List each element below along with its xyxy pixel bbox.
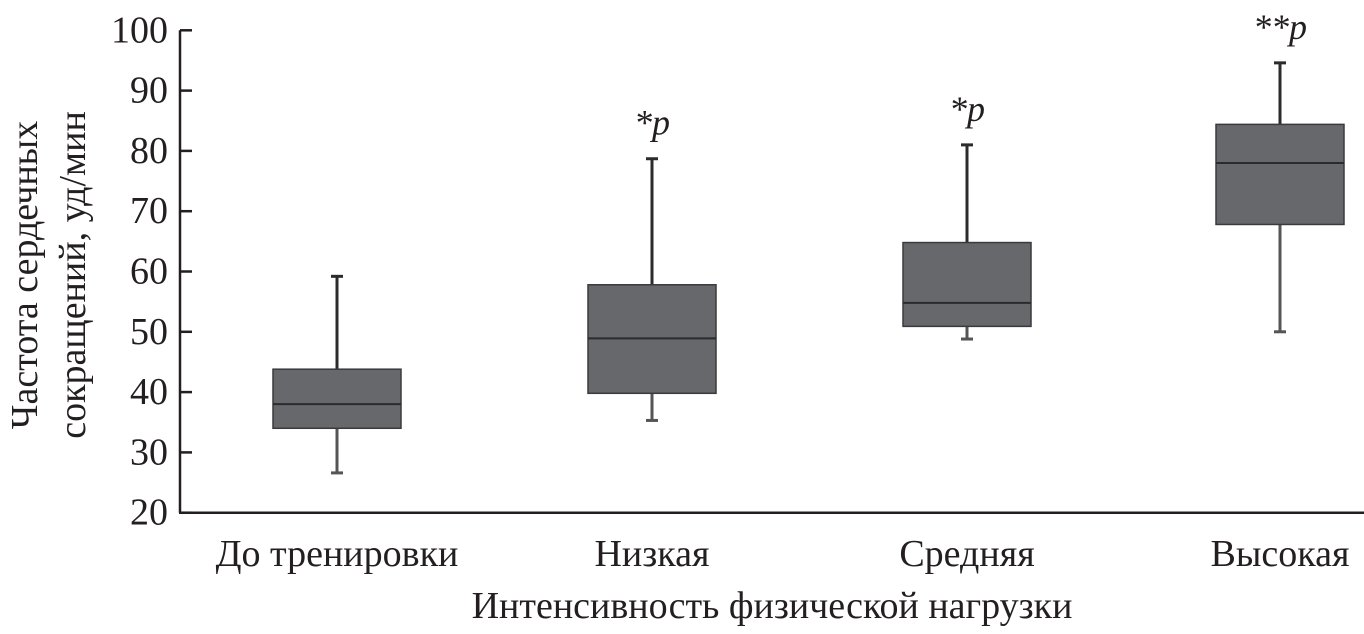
y-tick-label: 50 <box>130 311 168 353</box>
x-axis-label: Интенсивность физической нагрузки <box>472 585 1073 627</box>
x-tick-labels: До тренировки Низкая Средняя Высокая <box>216 533 1350 575</box>
box-iqr <box>272 368 402 430</box>
box-iqr <box>902 241 1032 328</box>
box-iqr <box>1215 123 1345 226</box>
y-tick-label: 90 <box>130 70 168 112</box>
y-tick-label: 70 <box>130 190 168 232</box>
y-axis-label-line-2: сокращений, уд/мин <box>52 111 94 439</box>
y-tick-label: 100 <box>111 9 168 51</box>
y-tick-label: 30 <box>130 431 168 473</box>
y-tick-label: 20 <box>130 492 168 534</box>
x-tick-label: Низкая <box>594 533 709 575</box>
significance-annotation: **p <box>1253 7 1307 47</box>
x-tick-label: До тренировки <box>216 533 459 575</box>
x-tick-label: Средняя <box>899 533 1034 575</box>
y-ticks: 20 30 40 50 60 70 80 90 100 <box>111 9 192 534</box>
y-axis-label-line-1: Частота сердечных <box>4 121 46 429</box>
significance-annotation: *p <box>949 89 985 129</box>
boxes: *p *p **p <box>272 7 1345 475</box>
y-tick-label: 40 <box>130 371 168 413</box>
y-tick-label: 80 <box>130 130 168 172</box>
y-tick-label: 60 <box>130 251 168 293</box>
axes <box>178 30 1364 514</box>
x-tick-label: Высокая <box>1211 533 1350 575</box>
significance-annotation: *p <box>634 103 670 143</box>
